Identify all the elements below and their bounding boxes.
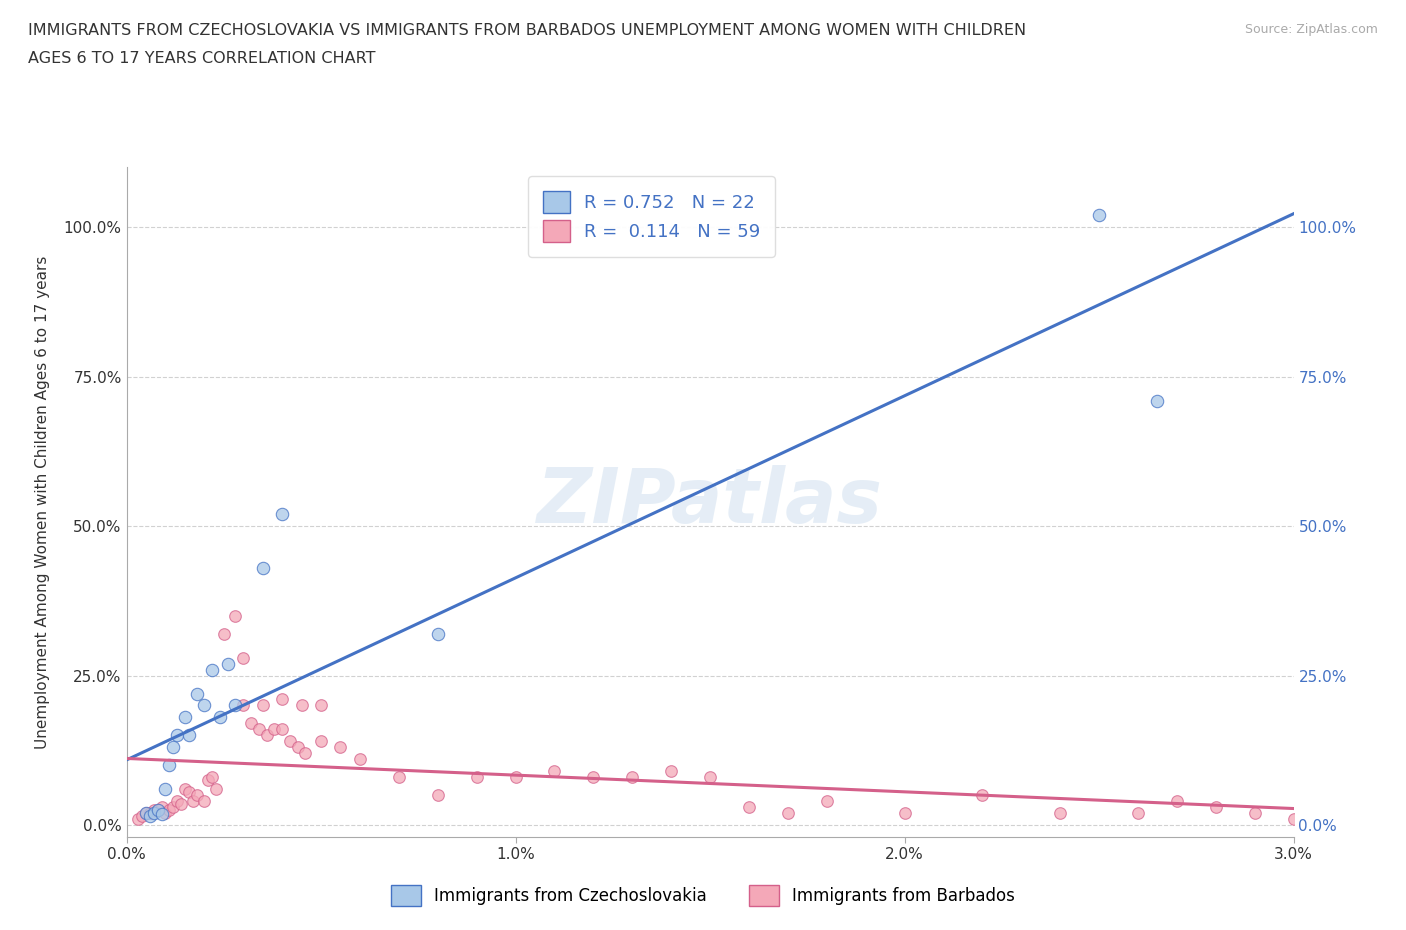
Point (505, 770, 527, 785)
Point (287, 740, 309, 755)
Text: AGES 6 TO 17 YEARS CORRELATION CHART: AGES 6 TO 17 YEARS CORRELATION CHART (28, 51, 375, 66)
Text: IMMIGRANTS FROM CZECHOSLOVAKIA VS IMMIGRANTS FROM BARBADOS UNEMPLOYMENT AMONG WO: IMMIGRANTS FROM CZECHOSLOVAKIA VS IMMIGR… (28, 23, 1026, 38)
Point (271, 722, 294, 737)
Point (135, 805, 157, 820)
Point (186, 788, 208, 803)
Point (465, 770, 488, 785)
Legend: Immigrants from Czechoslovakia, Immigrants from Barbados: Immigrants from Czechoslovakia, Immigran… (384, 879, 1022, 912)
Point (972, 788, 994, 803)
Point (426, 626, 449, 641)
Point (217, 657, 239, 671)
Point (174, 782, 197, 797)
Point (162, 800, 184, 815)
Point (1049, 805, 1071, 820)
Point (1146, 393, 1168, 408)
Point (252, 561, 274, 576)
Point (177, 785, 200, 800)
Point (150, 800, 173, 815)
Point (290, 698, 312, 713)
Point (388, 770, 411, 785)
Point (309, 734, 332, 749)
Point (162, 740, 184, 755)
Point (177, 728, 200, 743)
Point (212, 626, 235, 641)
Point (294, 746, 316, 761)
Point (247, 722, 270, 737)
Point (155, 805, 177, 820)
Point (582, 770, 605, 785)
Point (142, 805, 165, 820)
Point (193, 793, 215, 808)
Point (232, 650, 254, 665)
Point (146, 803, 169, 817)
Point (139, 809, 162, 824)
Text: ZIPatlas: ZIPatlas (537, 465, 883, 539)
Point (150, 807, 173, 822)
Point (349, 751, 371, 766)
Point (329, 740, 352, 755)
Y-axis label: Unemployment Among Women with Children Ages 6 to 17 years: Unemployment Among Women with Children A… (35, 256, 49, 749)
Point (174, 710, 197, 724)
Point (776, 805, 799, 820)
Point (224, 698, 246, 713)
Point (224, 608, 246, 623)
Point (240, 716, 263, 731)
Point (146, 803, 169, 817)
Point (278, 734, 301, 749)
Legend: R = 0.752   N = 22, R =  0.114   N = 59: R = 0.752 N = 22, R = 0.114 N = 59 (529, 177, 775, 257)
Point (1205, 800, 1227, 815)
Point (135, 805, 157, 820)
Point (263, 722, 285, 737)
Point (621, 770, 644, 785)
Point (271, 692, 294, 707)
Point (166, 793, 188, 808)
Point (142, 803, 165, 817)
Point (157, 758, 180, 773)
Point (205, 782, 228, 797)
Point (131, 809, 153, 824)
Point (186, 686, 208, 701)
Point (543, 764, 565, 778)
Point (659, 764, 682, 778)
Point (208, 710, 231, 724)
Point (1126, 805, 1149, 820)
Point (699, 770, 721, 785)
Point (309, 698, 332, 713)
Point (1166, 793, 1188, 808)
Point (426, 788, 449, 803)
Point (127, 812, 149, 827)
Point (155, 782, 177, 797)
Point (271, 507, 294, 522)
Point (738, 800, 761, 815)
Point (1088, 207, 1111, 222)
Point (893, 805, 915, 820)
Point (256, 728, 278, 743)
Point (252, 698, 274, 713)
Text: Source: ZipAtlas.com: Source: ZipAtlas.com (1244, 23, 1378, 36)
Point (1282, 812, 1305, 827)
Point (181, 793, 204, 808)
Point (157, 803, 180, 817)
Point (197, 773, 219, 788)
Point (166, 728, 188, 743)
Point (201, 770, 224, 785)
Point (193, 698, 215, 713)
Point (170, 797, 193, 812)
Point (232, 698, 254, 713)
Point (201, 662, 224, 677)
Point (815, 793, 838, 808)
Point (1243, 805, 1265, 820)
Point (139, 805, 162, 820)
